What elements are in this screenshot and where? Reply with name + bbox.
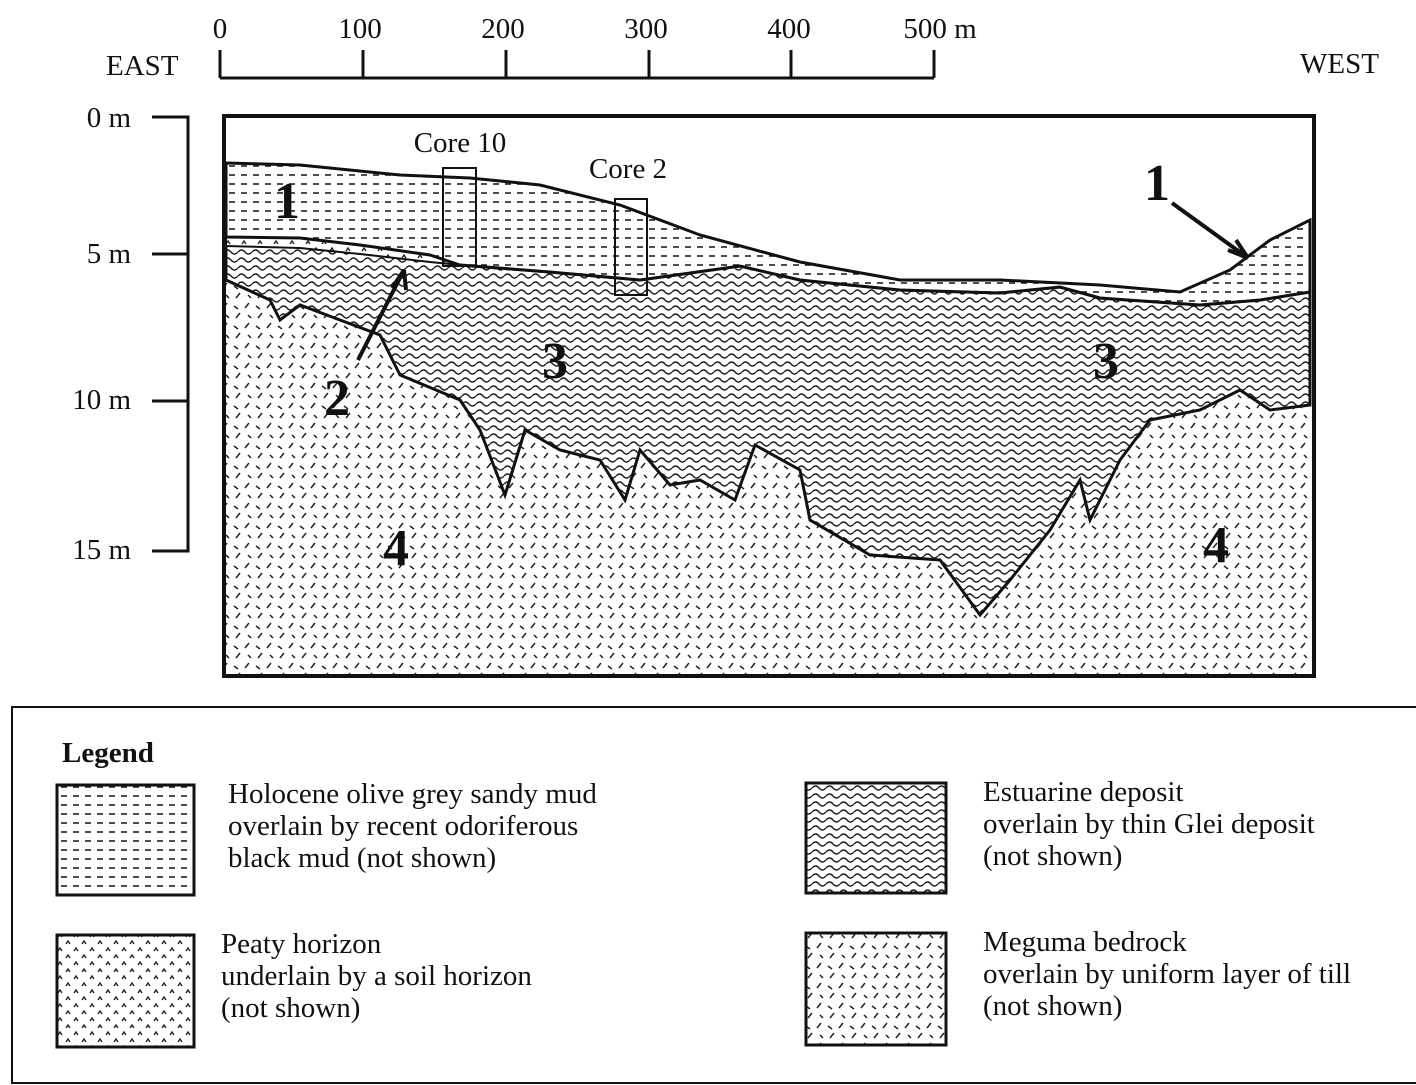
depth-bar <box>152 117 188 551</box>
legend-text: overlain by thin Glei deposit <box>983 808 1315 840</box>
legend-text: (not shown) <box>983 840 1122 872</box>
core-label: Core 2 <box>589 153 667 185</box>
cross-section-figure: 0 100 200 300 400 500 m EAST WEST 0 m 5 … <box>0 0 1416 1085</box>
scale-label: 400 <box>767 13 811 45</box>
scale-bar <box>220 50 934 78</box>
legend-text: Estuarine deposit <box>983 776 1184 808</box>
layer-number: 3 <box>1093 333 1119 390</box>
legend-text: Holocene olive grey sandy mud <box>228 778 597 810</box>
layer-number: 3 <box>542 333 568 390</box>
layer-number: 1 <box>274 173 300 230</box>
legend-text: Meguma bedrock <box>983 926 1187 958</box>
legend-text: (not shown) <box>221 992 360 1024</box>
legend <box>12 707 1416 1083</box>
scale-label: 0 <box>213 13 228 45</box>
legend-text: (not shown) <box>983 990 1122 1022</box>
layer-number: 1 <box>1144 155 1170 212</box>
layer-number: 4 <box>1203 517 1229 574</box>
scale-label: 300 <box>624 13 668 45</box>
legend-text: Peaty horizon <box>221 928 382 960</box>
layer-number: 4 <box>383 520 409 577</box>
depth-label: 5 m <box>87 238 132 270</box>
scale-label: 100 <box>338 13 382 45</box>
direction-label: WEST <box>1300 48 1379 80</box>
scale-label: 200 <box>481 13 525 45</box>
core-label: Core 10 <box>414 127 507 159</box>
depth-label: 10 m <box>72 384 131 416</box>
legend-text: overlain by recent odoriferous <box>228 810 578 842</box>
direction-label: EAST <box>106 50 179 82</box>
depth-label: 15 m <box>72 534 131 566</box>
depth-label: 0 m <box>87 102 132 134</box>
scale-label: 500 m <box>903 13 977 45</box>
legend-text: overlain by uniform layer of till <box>983 958 1351 990</box>
legend-title: Legend <box>62 737 154 769</box>
legend-text: underlain by a soil horizon <box>221 960 532 992</box>
legend-text: black mud (not shown) <box>228 842 496 874</box>
layer-number: 2 <box>324 370 350 427</box>
